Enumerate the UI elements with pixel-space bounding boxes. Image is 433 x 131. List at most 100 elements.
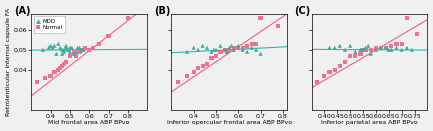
Point [39,49,46,51]
Point [217,45,224,47]
Point [257,53,264,55]
Point [228,45,235,47]
Point [367,49,374,51]
Point [61,49,68,51]
Point [208,51,215,53]
Point [195,67,202,69]
Point [359,49,366,51]
Point [226,49,233,51]
Text: (B): (B) [154,6,170,16]
Point [326,71,333,73]
Point [210,49,217,51]
Point [362,47,369,49]
Point [74,47,81,49]
Point [244,45,251,47]
Point [174,81,181,83]
Point [372,49,379,51]
Point [45,47,52,49]
Point [331,69,338,71]
Point [313,81,320,83]
Point [414,33,420,35]
Point [378,47,385,49]
Point [213,55,220,57]
Point [321,75,328,77]
Point [47,75,54,77]
Y-axis label: Retrolenticular internal capsule FA: Retrolenticular internal capsule FA [6,8,10,116]
Point [367,53,374,55]
Point [398,43,405,45]
Point [378,47,385,49]
Point [55,69,62,71]
Point [352,51,359,53]
Point [239,49,246,51]
Point [184,75,191,77]
X-axis label: Inferior opercular frontal area ABP BPvo: Inferior opercular frontal area ABP BPvo [167,120,292,125]
Point [199,45,206,47]
Point [362,49,369,51]
Point [221,49,228,51]
Text: (A): (A) [14,6,30,16]
Point [235,47,242,49]
Point [90,47,97,49]
Point [239,47,246,49]
Point [385,49,392,51]
Point [383,47,390,49]
Point [78,49,85,51]
Point [66,51,73,53]
Point [70,53,77,55]
Point [248,47,255,49]
Point [230,47,237,49]
Point [388,45,395,47]
Point [204,47,210,49]
Point [235,45,242,47]
Point [230,49,237,51]
Point [357,53,364,55]
Point [195,49,202,51]
Point [61,51,68,53]
X-axis label: Mid frontal area ABP BPvo: Mid frontal area ABP BPvo [48,120,130,125]
Point [61,63,68,65]
Point [62,61,69,63]
Point [59,53,66,55]
Point [352,55,359,57]
Point [257,17,264,19]
Point [372,47,379,49]
Point [336,65,343,67]
Point [41,77,48,79]
Point [51,45,58,47]
Point [72,55,79,57]
Point [275,25,282,27]
Point [342,49,349,51]
Point [57,47,64,49]
Point [204,63,210,65]
Point [224,51,231,53]
Point [82,47,89,49]
Point [342,61,349,63]
Point [347,45,354,47]
Point [66,55,73,57]
Point [248,43,255,45]
Point [221,49,228,51]
Point [388,49,395,51]
Point [51,71,58,73]
Point [393,47,400,49]
Point [190,71,197,73]
Legend: MDD, Normal: MDD, Normal [34,16,65,32]
Point [59,49,66,51]
Point [393,43,400,45]
Point [53,53,60,55]
Point [76,47,83,49]
Point [213,49,220,51]
Point [359,49,366,51]
Point [62,47,69,49]
Point [336,45,343,47]
Point [68,47,75,49]
Point [383,47,390,49]
Point [57,67,64,69]
X-axis label: Inferior parietal area ABP BPvo: Inferior parietal area ABP BPvo [321,120,418,125]
Point [184,51,191,53]
Point [34,81,41,83]
Point [357,49,364,51]
Point [62,45,69,47]
Point [244,51,251,53]
